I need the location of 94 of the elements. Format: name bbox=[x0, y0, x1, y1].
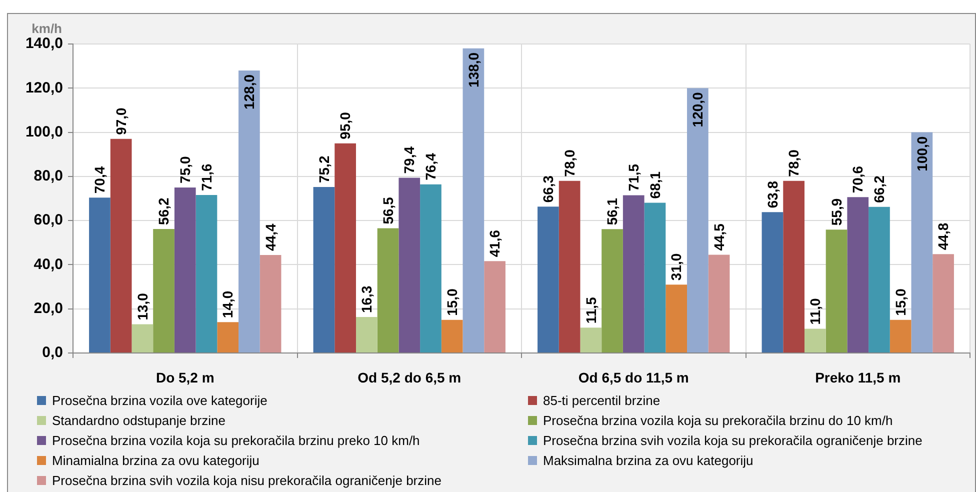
data-label: 11,5 bbox=[582, 296, 599, 324]
y-tick-label: 40,0 bbox=[34, 256, 63, 273]
data-label: 16,3 bbox=[358, 286, 375, 314]
x-tick-label: Do 5,2 m bbox=[156, 369, 214, 386]
legend-label: Minamialna brzina za ovu kategoriju bbox=[52, 452, 260, 468]
data-label: 11,0 bbox=[807, 298, 824, 325]
y-tick-label: 140,0 bbox=[25, 35, 63, 52]
data-label: 128,0 bbox=[241, 74, 258, 110]
y-tick-label: 20,0 bbox=[34, 300, 63, 317]
bar bbox=[783, 180, 804, 352]
data-label: 56,5 bbox=[380, 196, 396, 224]
bar bbox=[666, 284, 688, 352]
bar bbox=[762, 212, 784, 352]
data-label: 100,0 bbox=[914, 136, 930, 172]
bar bbox=[377, 228, 399, 352]
y-axis-title: km/h bbox=[32, 21, 62, 36]
data-label: 70,4 bbox=[92, 166, 108, 194]
bar bbox=[260, 255, 282, 352]
bar bbox=[238, 70, 260, 352]
legend-label: Prosečna brzina vozila koja su prekoračila brzinu preko 10 km/h bbox=[52, 432, 420, 448]
data-label: 78,0 bbox=[561, 149, 578, 177]
bar bbox=[538, 206, 559, 352]
data-label: 78,0 bbox=[786, 149, 802, 177]
x-tick-label: Preko 11,5 m bbox=[815, 369, 901, 386]
data-label: 41,6 bbox=[486, 230, 503, 258]
legend-label: Prosečna brzina vozila koja su prekoračila brzinu do 10 km/h bbox=[543, 412, 893, 428]
bar bbox=[196, 194, 218, 352]
data-label: 44,5 bbox=[710, 223, 727, 251]
bar bbox=[687, 88, 708, 352]
data-label: 31,0 bbox=[668, 253, 684, 281]
data-label: 79,4 bbox=[401, 146, 418, 174]
data-label: 66,3 bbox=[540, 175, 556, 203]
data-label: 95,0 bbox=[337, 112, 354, 140]
bar bbox=[313, 187, 335, 352]
data-label: 63,8 bbox=[764, 180, 780, 208]
data-label: 71,6 bbox=[198, 164, 214, 191]
data-label: 70,6 bbox=[850, 166, 866, 194]
bar bbox=[441, 320, 463, 352]
data-label: 55,9 bbox=[828, 198, 844, 226]
bar bbox=[580, 328, 602, 352]
bar bbox=[708, 254, 730, 352]
bar bbox=[868, 206, 890, 352]
bar bbox=[462, 48, 484, 352]
bar bbox=[398, 178, 420, 352]
legend-label: Prosečna brzina svih vozila koja su prekoračila ograničenje brzine bbox=[543, 432, 922, 448]
data-label: 97,0 bbox=[112, 107, 129, 135]
bar bbox=[558, 180, 580, 352]
bar bbox=[847, 197, 869, 352]
bar bbox=[420, 184, 442, 352]
legend-label: Prosečna brzina vozila ove kategorije bbox=[52, 392, 268, 408]
data-label: 56,2 bbox=[156, 197, 172, 225]
y-tick-label: 0,0 bbox=[42, 344, 63, 362]
data-label: 15,0 bbox=[892, 288, 908, 316]
data-label: 71,5 bbox=[625, 164, 642, 192]
data-label: 75,2 bbox=[316, 156, 332, 184]
legend-label: Standardno odstupanje brzine bbox=[52, 412, 226, 428]
data-label: 120,0 bbox=[690, 92, 706, 128]
data-label: 14,0 bbox=[220, 290, 236, 318]
x-tick-label: Od 6,5 do 11,5 m bbox=[578, 369, 689, 386]
bar bbox=[602, 229, 623, 352]
bar bbox=[622, 195, 644, 352]
legend-label: 85-ti percentil brzine bbox=[543, 392, 660, 408]
bar bbox=[334, 143, 356, 352]
x-tick-label: Od 5,2 do 6,5 m bbox=[358, 369, 462, 386]
data-label: 138,0 bbox=[465, 52, 482, 88]
legend-label: Prosečna brzina svih vozila koja nisu prekoračila ograničenje brzine bbox=[52, 472, 442, 488]
bar bbox=[826, 230, 848, 352]
y-tick-label: 80,0 bbox=[34, 168, 63, 185]
data-label: 56,1 bbox=[604, 198, 620, 226]
bar bbox=[89, 198, 110, 352]
data-label: 66,2 bbox=[871, 175, 888, 203]
data-label: 44,8 bbox=[935, 222, 952, 250]
data-label: 76,4 bbox=[422, 152, 439, 180]
bar bbox=[644, 202, 666, 352]
bar bbox=[911, 132, 933, 352]
legend-label: Maksimalna brzina za ovu kategoriju bbox=[543, 452, 754, 468]
bar bbox=[804, 328, 826, 352]
data-label: 13,0 bbox=[134, 292, 150, 320]
bar bbox=[932, 254, 954, 352]
bar bbox=[174, 187, 196, 352]
data-label: 68,1 bbox=[646, 171, 663, 199]
bar bbox=[217, 322, 239, 352]
data-label: 15,0 bbox=[444, 288, 460, 316]
y-tick-label: 60,0 bbox=[34, 212, 63, 229]
bar bbox=[484, 261, 506, 352]
y-tick-label: 120,0 bbox=[25, 79, 63, 96]
bar bbox=[110, 138, 132, 352]
data-label: 44,4 bbox=[262, 224, 278, 252]
bar bbox=[132, 324, 154, 352]
bar bbox=[890, 320, 912, 352]
bar bbox=[153, 228, 174, 352]
y-tick-label: 100,0 bbox=[25, 123, 63, 140]
bar bbox=[356, 317, 378, 352]
data-label: 75,0 bbox=[176, 156, 193, 184]
